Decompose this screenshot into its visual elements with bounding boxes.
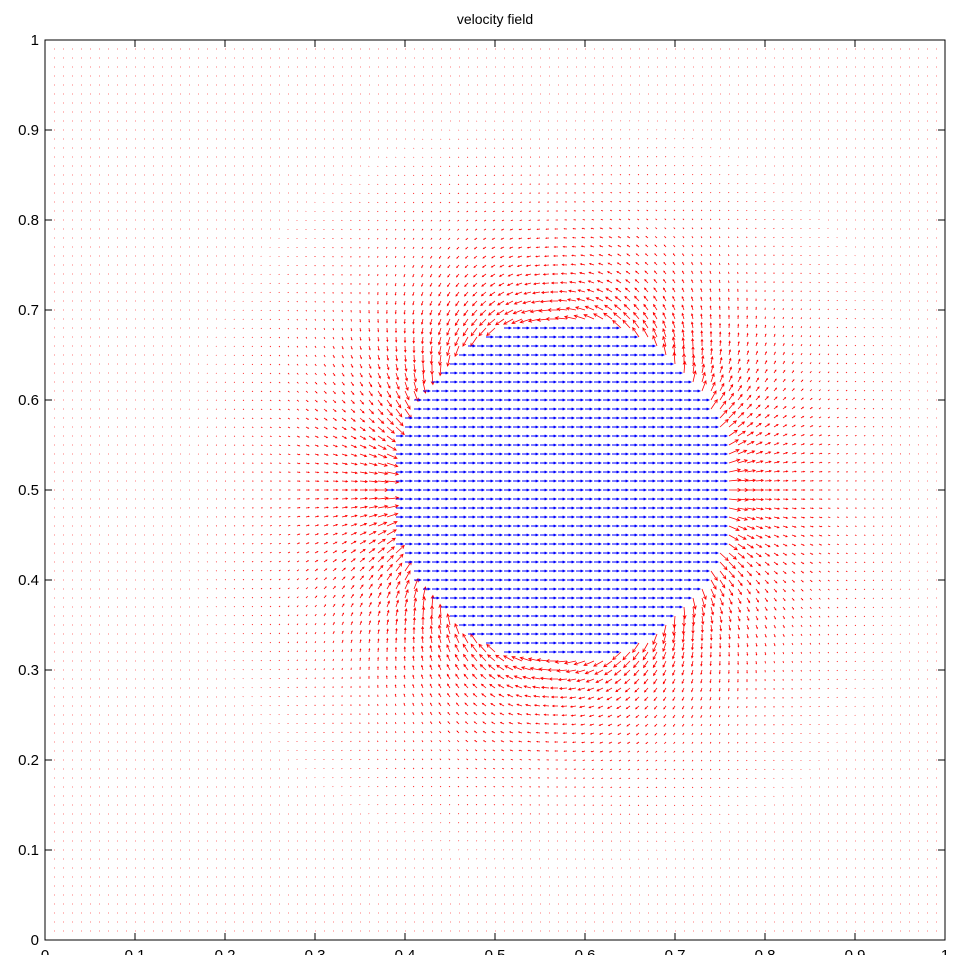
red-vector-field [54, 48, 937, 932]
x-tick-label: 0.7 [665, 947, 686, 955]
x-tick-label: 0 [41, 947, 49, 955]
y-axis: 0 0.1 0.2 0.3 0.4 0.5 0.6 0.7 0.8 0.9 1 [18, 32, 945, 949]
x-tick-label: 0.4 [395, 947, 416, 955]
x-axis: 0 0.1 0.2 0.3 0.4 0.5 0.6 0.7 0.8 0.9 1 [41, 40, 949, 960]
y-tick-label: 0.1 [18, 842, 39, 859]
y-tick-label: 0.4 [18, 572, 39, 589]
y-tick-label: 0.5 [18, 482, 39, 499]
y-tick-label: 0.6 [18, 392, 39, 409]
y-tick-label: 0.7 [18, 302, 39, 319]
red-arrows [54, 48, 937, 932]
x-tick-label: 0.3 [305, 947, 326, 955]
x-tick-label: 0.8 [755, 947, 776, 955]
x-tick-label: 0.6 [575, 947, 596, 955]
blue-arrows [387, 326, 728, 654]
y-tick-label: 0 [31, 932, 39, 949]
y-tick-label: 0.2 [18, 752, 39, 769]
x-tick-label: 0.9 [845, 947, 866, 955]
blue-vector-field [387, 326, 728, 654]
x-tick-label: 0.5 [485, 947, 506, 955]
chart-title: velocity field [457, 11, 533, 27]
x-tick-label: 0.2 [215, 947, 236, 955]
y-tick-label: 0.3 [18, 662, 39, 679]
y-tick-label: 0.9 [18, 122, 39, 139]
y-tick-label: 1 [31, 32, 39, 49]
x-tick-label: 1 [941, 947, 949, 955]
y-tick-label: 0.8 [18, 212, 39, 229]
x-tick-label: 0.1 [125, 947, 146, 955]
